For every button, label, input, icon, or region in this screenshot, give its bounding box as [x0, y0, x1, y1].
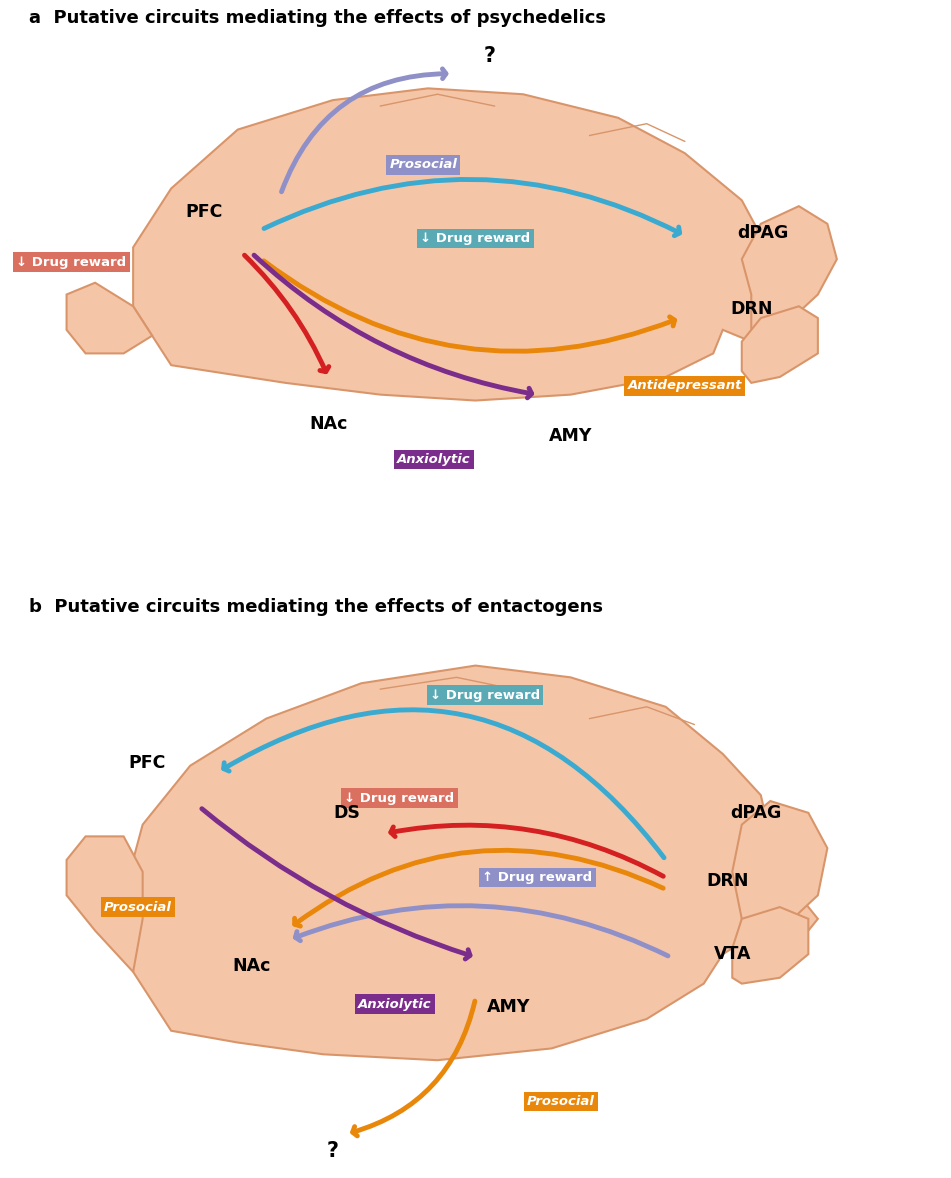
Polygon shape: [732, 907, 808, 984]
Text: AMY: AMY: [487, 998, 531, 1017]
Text: a  Putative circuits mediating the effects of psychedelics: a Putative circuits mediating the effect…: [29, 9, 606, 27]
Text: Prosocial: Prosocial: [389, 158, 457, 172]
Polygon shape: [67, 283, 152, 353]
Text: PFC: PFC: [185, 203, 223, 221]
Text: b  Putative circuits mediating the effects of entactogens: b Putative circuits mediating the effect…: [29, 598, 603, 616]
Text: Anxiolytic: Anxiolytic: [358, 998, 432, 1011]
Text: PFC: PFC: [128, 754, 166, 772]
Text: ?: ?: [327, 1141, 339, 1162]
Text: DRN: DRN: [730, 300, 772, 318]
Polygon shape: [742, 206, 837, 342]
Text: ?: ?: [484, 46, 495, 66]
Text: ↓ Drug reward: ↓ Drug reward: [16, 256, 126, 269]
Text: Antidepressant: Antidepressant: [628, 379, 742, 392]
Text: ↓ Drug reward: ↓ Drug reward: [344, 792, 455, 805]
Text: Prosocial: Prosocial: [104, 900, 172, 914]
Polygon shape: [742, 306, 818, 383]
Polygon shape: [124, 666, 818, 1060]
Polygon shape: [67, 836, 143, 972]
Text: NAc: NAc: [233, 957, 271, 975]
Text: ↓ Drug reward: ↓ Drug reward: [430, 688, 540, 702]
Text: DS: DS: [334, 803, 360, 822]
Polygon shape: [732, 801, 827, 942]
Text: DRN: DRN: [707, 872, 748, 889]
Text: ↓ Drug reward: ↓ Drug reward: [420, 232, 531, 245]
Text: Anxiolytic: Anxiolytic: [397, 452, 471, 466]
Text: AMY: AMY: [549, 426, 592, 445]
Text: Prosocial: Prosocial: [527, 1094, 595, 1108]
Text: NAc: NAc: [309, 415, 347, 434]
Text: dPAG: dPAG: [730, 803, 782, 822]
Text: VTA: VTA: [713, 945, 751, 964]
Polygon shape: [133, 88, 799, 401]
Text: ↑ Drug reward: ↑ Drug reward: [482, 871, 592, 885]
Text: dPAG: dPAG: [737, 224, 788, 241]
